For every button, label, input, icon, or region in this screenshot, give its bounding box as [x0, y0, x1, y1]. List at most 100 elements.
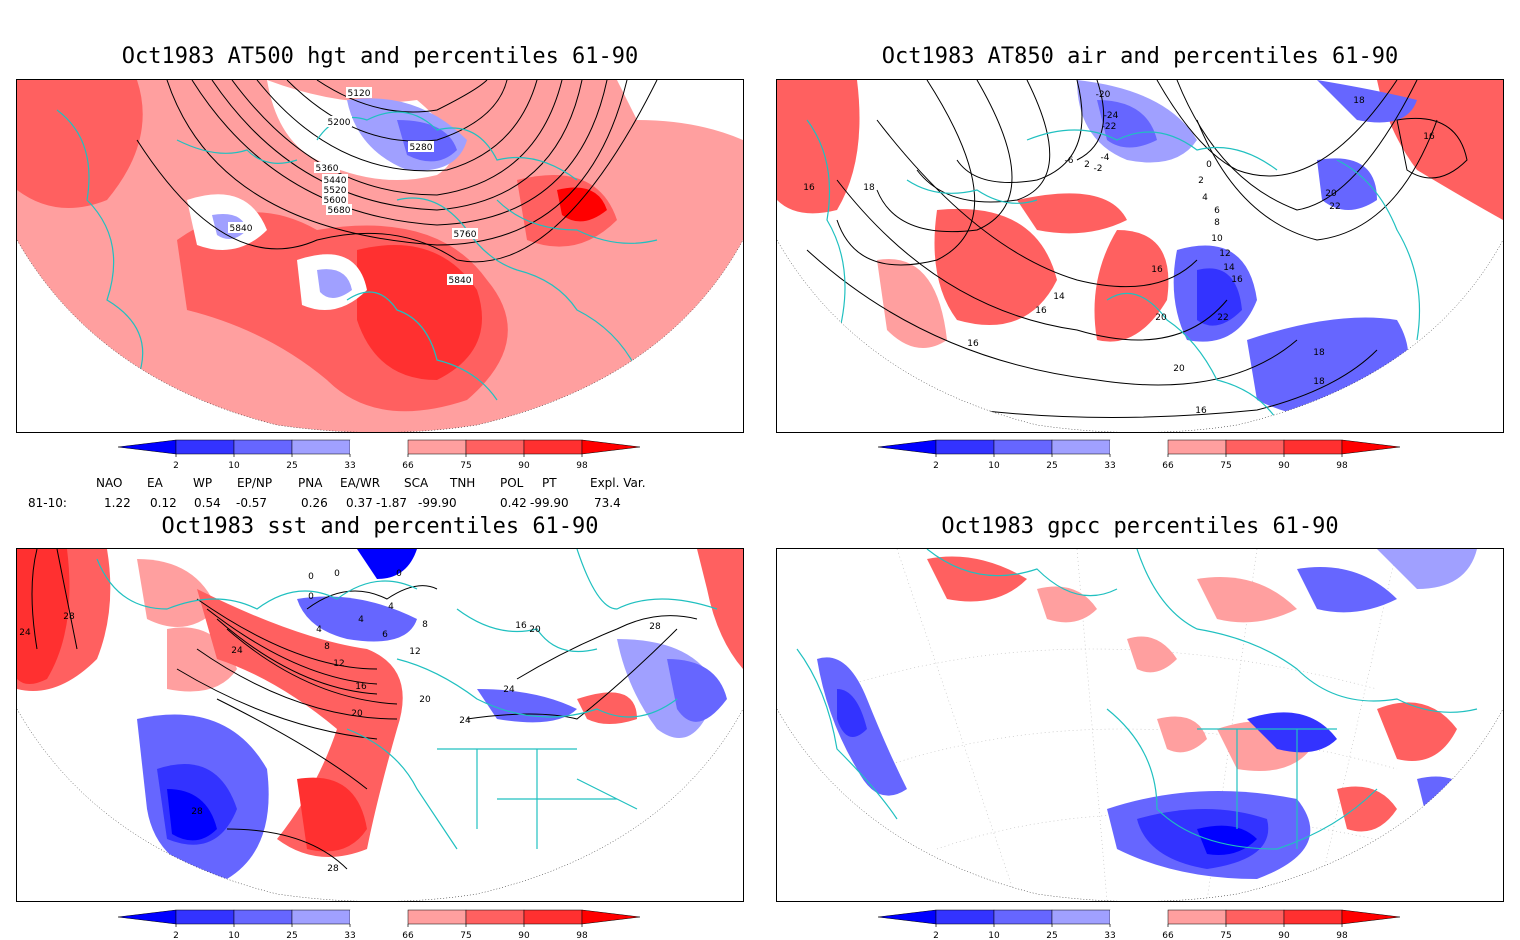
colorbar-segment — [1051, 909, 1111, 925]
colorbar-tick-label: 2 — [933, 461, 939, 470]
colorbar-segment — [233, 439, 293, 455]
colorbar-segment — [1167, 439, 1227, 455]
contour-label: 16 — [967, 339, 979, 349]
contour-label: 6 — [1214, 206, 1220, 216]
contour-label: 24 — [503, 685, 515, 695]
colorbar-segment — [523, 909, 583, 925]
contour-label: 22 — [1329, 202, 1340, 212]
contour-label: 12 — [333, 659, 344, 669]
contour-label: 12 — [1219, 249, 1230, 259]
contour-label: 4 — [388, 602, 394, 612]
colorbar-segment — [935, 439, 995, 455]
colorbar-segment — [1051, 439, 1111, 455]
contour-label: 16 — [515, 621, 527, 631]
map-panel-hgt: 5120 5200 5280 5360 5440 5520 5600 5680 … — [16, 79, 744, 433]
contour-label: 22 — [1217, 313, 1228, 323]
contour-label: 14 — [1053, 292, 1065, 302]
index-header: NAO — [96, 476, 123, 490]
colorbar-segment — [465, 439, 525, 455]
colorbar-tick-label: 2 — [933, 931, 939, 940]
colorbar-tick-label: 75 — [460, 461, 471, 470]
contour-label: -2 — [1094, 164, 1103, 174]
index-header: Expl. Var. — [590, 476, 646, 490]
colorbar-tick-label: 33 — [344, 461, 355, 470]
colorbar-tick-label: 33 — [344, 931, 355, 940]
contour-label: 24 — [19, 628, 31, 638]
contour-label: 14 — [1223, 263, 1235, 273]
index-value: 1.22 — [104, 496, 131, 510]
colorbar-tick-label: 33 — [1104, 931, 1115, 940]
colorbar-segment — [291, 439, 351, 455]
contour-label: 28 — [191, 807, 203, 817]
colorbar-tick-label: 66 — [402, 461, 414, 470]
contour-label: 24 — [231, 646, 243, 656]
index-header: SCA — [404, 476, 429, 490]
contour-label: -4 — [1101, 153, 1110, 163]
map-panel-air: -20 -24 -22 -6 -4 -2 2 0 2 4 6 8 10 12 1… — [776, 79, 1504, 433]
colorbar-tick-label: 98 — [1336, 461, 1348, 470]
contour-label: 8 — [324, 642, 330, 652]
contour-label: 18 — [1353, 96, 1365, 106]
contour-label: 8 — [422, 620, 428, 630]
index-value: -0.57 — [236, 496, 268, 510]
index-header: EA — [147, 476, 163, 490]
contour-label: 16 — [1231, 275, 1243, 285]
colorbar-segment — [581, 439, 641, 455]
index-header: PT — [542, 476, 557, 490]
contour-label: 0 — [308, 592, 314, 602]
map-panel-gpcc — [776, 548, 1504, 902]
colorbar-bottom-left: 2 10 25 33 66 75 90 98 — [117, 909, 641, 940]
indices-table: NAO EA WP EP/NP PNA EA/WR SCA TNH POL PT… — [0, 474, 700, 514]
colorbar-segment — [175, 909, 235, 925]
colorbar-tick-label: 66 — [1162, 931, 1174, 940]
contour-label: 5840 — [230, 224, 253, 234]
contour-label: -6 — [1065, 156, 1074, 166]
contour-label: 20 — [1155, 313, 1167, 323]
contour-label: 0 — [334, 569, 340, 579]
contour-label: 28 — [63, 612, 75, 622]
contour-label: 4 — [358, 615, 364, 625]
contour-label: 5120 — [348, 89, 371, 99]
contour-label: 5760 — [454, 230, 477, 240]
panel-title-gpcc: Oct1983 gpcc percentiles 61-90 — [941, 514, 1339, 539]
panel-title-hgt: Oct1983 AT500 hgt and percentiles 61-90 — [121, 44, 639, 69]
index-header: TNH — [450, 476, 476, 490]
index-header: EA/WR — [340, 476, 381, 490]
colorbar-tick-label: 90 — [1278, 931, 1290, 940]
colorbar-segment — [1225, 909, 1285, 925]
contour-label: 18 — [1313, 377, 1325, 387]
colorbar-segment — [1167, 909, 1227, 925]
contour-label: 20 — [351, 709, 363, 719]
contour-label: 5440 — [324, 176, 347, 186]
colorbar-tick-label: 25 — [1046, 461, 1057, 470]
contour-label: 16 — [355, 682, 367, 692]
colorbar-segment — [1283, 439, 1343, 455]
colorbar-segment — [175, 439, 235, 455]
colorbar-segment — [1341, 909, 1401, 925]
colorbar-segment — [1110, 910, 1168, 924]
colorbar-tick-label: 66 — [402, 931, 414, 940]
colorbar-segment — [117, 909, 177, 925]
colorbar-segment — [993, 909, 1053, 925]
contour-label: 5600 — [324, 196, 347, 206]
index-value: 0.12 — [150, 496, 177, 510]
contour-label: 12 — [409, 647, 420, 657]
contour-label: 8 — [1214, 218, 1220, 228]
index-value: 0.37 — [346, 496, 373, 510]
colorbar-segment — [350, 910, 408, 924]
colorbar-tick-label: 98 — [576, 461, 588, 470]
colorbar-segment — [935, 909, 995, 925]
colorbar-segment — [291, 909, 351, 925]
contour-label: 16 — [1035, 306, 1047, 316]
colorbar-segment — [407, 439, 467, 455]
colorbar-bottom-right: 2 10 25 33 66 75 90 98 — [877, 909, 1401, 940]
contour-label: 16 — [1423, 132, 1435, 142]
contour-label: 5680 — [328, 206, 351, 216]
map-panel-sst: 24 28 24 0 0 0 0 4 4 4 6 8 8 12 12 16 16… — [16, 548, 744, 902]
index-value: -99.90 — [530, 496, 569, 510]
index-value: 0.26 — [301, 496, 328, 510]
contour-label: 18 — [863, 183, 875, 193]
contour-label: 4 — [316, 625, 322, 635]
colorbar-tick-label: 10 — [988, 931, 1000, 940]
contour-label: 10 — [1211, 234, 1223, 244]
